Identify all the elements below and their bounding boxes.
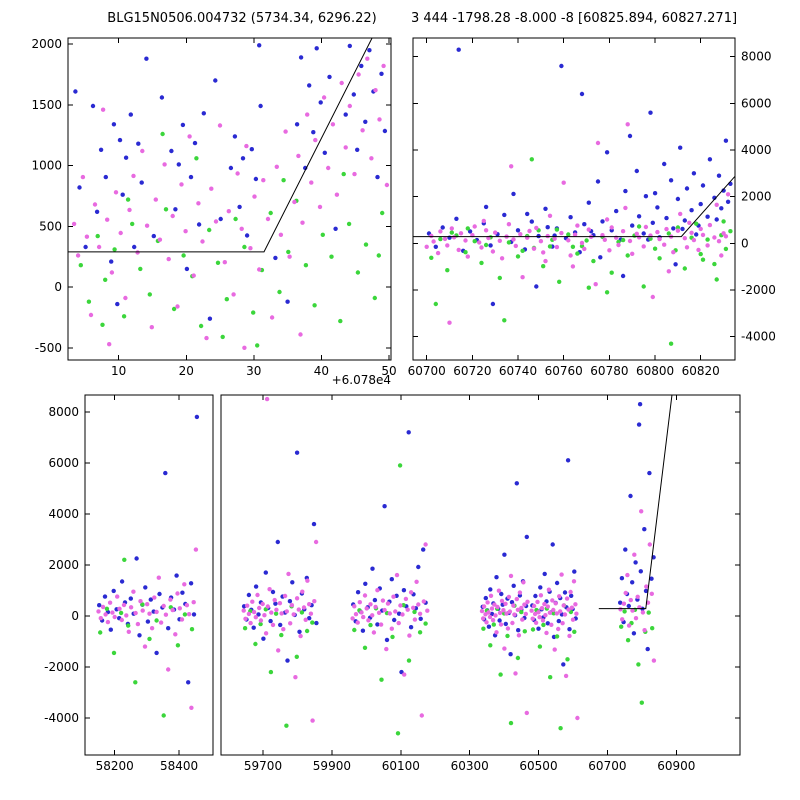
series-magenta-points [96,396,657,723]
y-tick-label: 0 [741,236,749,250]
x-tick-label: 60780 [590,364,628,378]
x-tick-label: 60500 [519,759,557,773]
chart-bottom: 58200 58400 59700 59900 60100 60300 60500 60700… [44,394,741,773]
series-green-points [78,131,385,348]
x-tick-label: 60760 [545,364,583,378]
figure-title-right: 3 444 -1798.28 -8.000 -8 [60825.894, 608… [410,11,738,26]
x-tick-label: 60740 [499,364,537,378]
axes-frame [412,37,736,361]
axis-ticks: 58200 58400 59700 59900 60100 60300 60500 60700… [44,395,740,773]
x-tick-label: 60820 [682,364,720,378]
y-tick-label: 0 [71,609,79,623]
series-green-points [98,463,655,736]
x-tick-label: 58400 [160,759,198,773]
y-tick-label: 4000 [741,143,772,157]
y-tick-label: 0 [54,280,62,294]
x-tick-label: 40 [314,364,329,378]
chart-top-right: 60700 60720 60740 60760 60780 60800 60820 -4000… [408,37,776,378]
series-magenta-points [71,56,390,350]
model-line [413,175,735,238]
x-tick-label: 60700 [408,364,446,378]
axis-ticks: 60700 60720 60740 60760 60780 60800 60820 -4000… [408,38,776,378]
y-tick-label: -2000 [741,283,776,297]
y-tick-label: 2000 [31,37,62,51]
series-blue-points [97,402,656,685]
x-tick-label: 59900 [313,759,351,773]
x-axis-offset-label: +6.078e4 [332,373,391,387]
y-tick-label: 8000 [741,50,772,64]
x-tick-label: 60900 [657,759,695,773]
y-tick-label: 2000 [48,558,79,572]
x-tick-label: 60100 [382,759,420,773]
x-tick-label: 60700 [588,759,626,773]
series-blue-points [73,43,388,321]
x-tick-label: 59700 [244,759,282,773]
model-line [598,395,674,610]
y-tick-label: 1000 [31,159,62,173]
y-tick-label: 4000 [48,507,79,521]
y-tick-label: -4000 [44,711,79,725]
figure-title-left: BLG15N0506.004732 (5734.34, 6296.22) [107,11,377,26]
x-tick-label: 30 [246,364,261,378]
plot-area-top-left [68,38,390,350]
x-tick-label: 50 [381,364,396,378]
x-tick-label: 60720 [453,364,491,378]
plot-area-bottom [96,395,674,736]
x-tick-label: 58200 [96,759,134,773]
y-tick-label: -500 [35,341,62,355]
axes-frame [84,394,741,756]
model-line [68,38,373,253]
series-green-points [429,157,733,346]
y-tick-label: 2000 [741,190,772,204]
y-tick-label: -4000 [741,330,776,344]
series-blue-points [426,47,733,307]
y-tick-label: 1500 [31,98,62,112]
y-tick-label: 8000 [48,405,79,419]
x-tick-label: 20 [179,364,194,378]
y-tick-label: 6000 [48,456,79,470]
plot-area-top-right [413,47,735,346]
series-magenta-points [424,122,731,325]
axis-ticks: 10 20 30 40 50 -500 0 500 1000 1500 2000 +6.078e4 [31,37,396,387]
x-tick-label: 60800 [636,364,674,378]
x-tick-label: 60300 [451,759,489,773]
chart-top-left: 10 20 30 40 50 -500 0 500 1000 1500 2000 +6.078e4 [31,37,396,387]
x-tick-label: 10 [111,364,126,378]
y-tick-label: 500 [39,219,62,233]
y-tick-label: -2000 [44,660,79,674]
axes-frame [67,37,392,361]
y-tick-label: 6000 [741,96,772,110]
